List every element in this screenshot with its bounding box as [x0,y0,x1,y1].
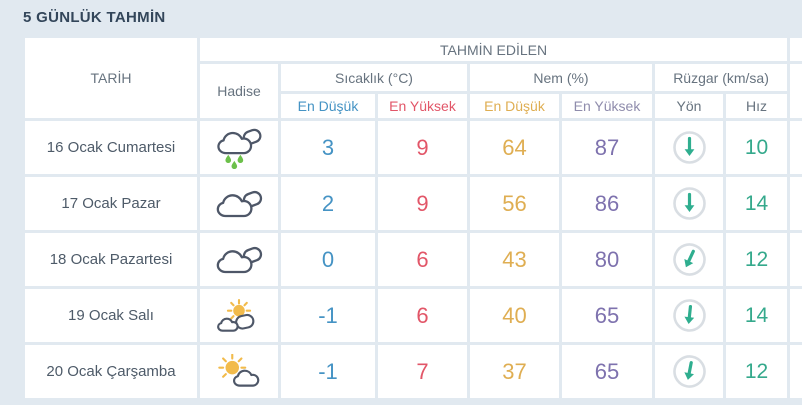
subheader-humidity-min: En Düşük [470,94,559,118]
date-cell: 17 Ocak Pazar [25,177,197,230]
wind-direction-cell [655,177,723,230]
weather-cell [200,177,278,230]
subheader-temp-max: En Yüksek [378,94,467,118]
clipped-column-cell [790,345,802,398]
group-header-wind: Rüzgar (km/sa) [655,64,788,91]
subheader-wind-speed: Hız [726,94,788,118]
group-header-humidity: Nem (%) [470,64,652,91]
clipped-column-cell [790,177,802,230]
date-cell: 18 Ocak Pazartesi [25,233,197,286]
table-row: 16 Ocak Cumartesi 3 9 64 87 [25,121,802,174]
clouds-icon [216,189,264,218]
temp-min-value: 2 [281,177,375,230]
humidity-max-value: 86 [562,177,652,230]
table-row: 18 Ocak Pazartesi 0 6 43 80 [25,233,802,286]
humidity-min-value: 43 [470,233,559,286]
wind-direction-arrow-icon [672,355,706,388]
humidity-max-value: 65 [562,289,652,342]
group-header-temperature: Sıcaklık (°C) [281,64,467,91]
clipped-column-cell [790,121,802,174]
temp-min-value: 0 [281,233,375,286]
wind-direction-cell [655,289,723,342]
wind-direction-cell [655,121,723,174]
wind-speed-value: 12 [726,345,788,398]
subheader-humidity-max: En Yüksek [562,94,652,118]
weather-cell [200,121,278,174]
table-row: 19 Ocak Salı -1 6 40 65 [25,289,802,342]
date-cell: 16 Ocak Cumartesi [25,121,197,174]
weather-cell [200,233,278,286]
page-title: 5 GÜNLÜK TAHMİN [23,9,166,26]
column-header-date: TARİH [25,38,197,118]
clipped-column-cell [790,289,802,342]
wind-speed-value: 10 [726,121,788,174]
temp-min-value: -1 [281,289,375,342]
humidity-min-value: 37 [470,345,559,398]
date-cell: 19 Ocak Salı [25,289,197,342]
wind-speed-value: 14 [726,289,788,342]
humidity-max-value: 80 [562,233,652,286]
humidity-max-value: 87 [562,121,652,174]
column-header-predicted: TAHMİN EDİLEN [200,38,788,61]
wind-direction-cell [655,345,723,398]
forecast-table: TARİH TAHMİN EDİLEN Hadise Sıcaklık (°C)… [22,35,802,401]
humidity-max-value: 65 [562,345,652,398]
clouds-icon [216,245,264,274]
humidity-min-value: 40 [470,289,559,342]
temp-max-value: 9 [378,177,467,230]
column-header-event: Hadise [200,64,278,118]
wind-direction-arrow-icon [672,131,706,164]
wind-direction-cell [655,233,723,286]
table-row: 17 Ocak Pazar 2 9 56 86 [25,177,802,230]
wind-direction-arrow-icon [672,243,706,276]
humidity-min-value: 56 [470,177,559,230]
wind-direction-arrow-icon [672,299,706,332]
temp-max-value: 6 [378,289,467,342]
clipped-column-cell [790,233,802,286]
date-cell: 20 Ocak Çarşamba [25,345,197,398]
subheader-temp-min: En Düşük [281,94,375,118]
rain-cloud-icon [217,127,264,169]
sun-cloud-icon [218,354,260,387]
sun-clouds-icon [217,299,256,332]
weather-cell [200,345,278,398]
wind-speed-value: 14 [726,177,788,230]
temp-max-value: 7 [378,345,467,398]
wind-direction-arrow-icon [672,187,706,220]
weather-cell [200,289,278,342]
clipped-column-cell [790,64,802,118]
temp-max-value: 9 [378,121,467,174]
wind-speed-value: 12 [726,233,788,286]
table-row: 20 Ocak Çarşamba -1 7 37 65 [25,345,802,398]
temp-max-value: 6 [378,233,467,286]
temp-min-value: 3 [281,121,375,174]
humidity-min-value: 64 [470,121,559,174]
subheader-wind-direction: Yön [655,94,723,118]
temp-min-value: -1 [281,345,375,398]
clipped-column-header [790,38,802,61]
